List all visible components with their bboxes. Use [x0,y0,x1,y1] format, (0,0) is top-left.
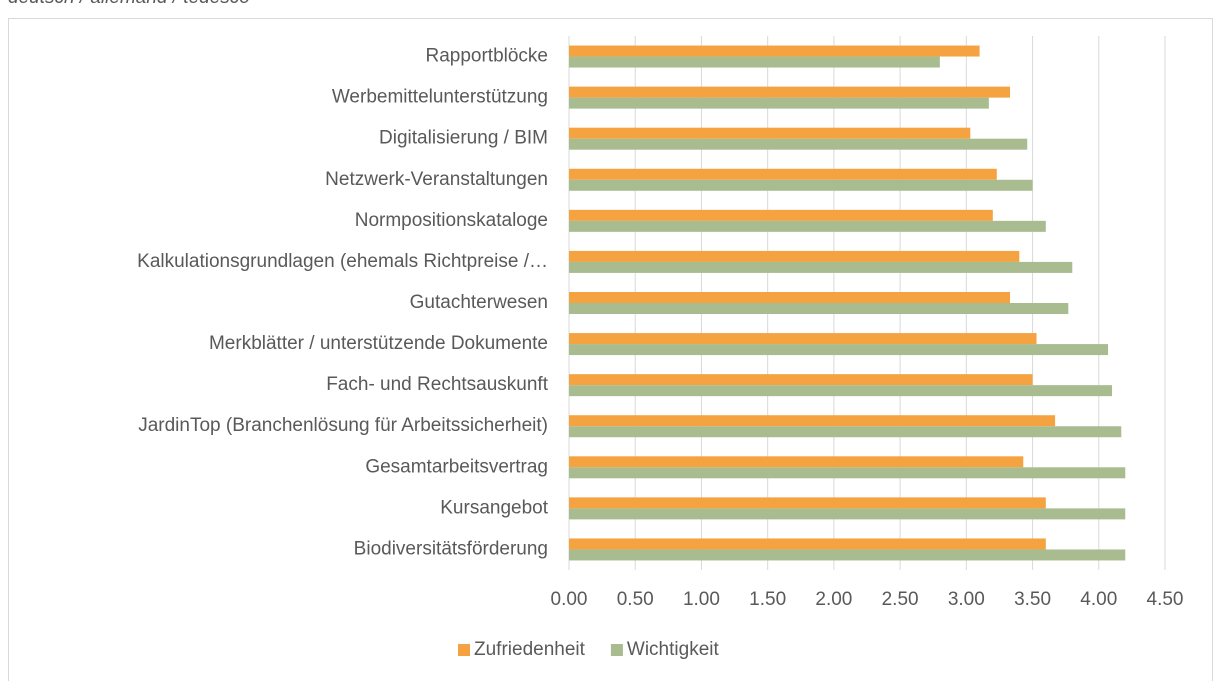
y-tick-label: Biodiversitätsförderung [354,538,548,559]
bar [569,549,1126,561]
chart-subtitle: deutsch / allemand / tedesco [8,0,250,8]
bar [569,456,1024,468]
y-tick-label: Fach- und Rechtsauskunft [326,374,549,395]
bar [569,344,1109,356]
bar [569,467,1126,479]
x-tick-label: 4.00 [1080,589,1117,610]
bar [569,508,1126,520]
y-tick-label: Gesamtarbeitsvertrag [365,456,548,477]
bar [569,138,1028,150]
y-tick-label: Gutachterwesen [410,292,548,313]
legend-label: Zufriedenheit [474,639,586,660]
bar [569,45,980,57]
y-tick-label: JardinTop (Branchenlösung für Arbeitssic… [138,415,548,436]
x-tick-label: 0.00 [551,589,588,610]
bar [569,497,1046,509]
bar [569,220,1046,232]
x-tick-label: 1.50 [749,589,786,610]
bar [569,97,989,109]
bar [569,374,1033,386]
legend-swatch [610,644,623,656]
bar [569,168,997,180]
x-tick-label: 2.00 [815,589,852,610]
y-tick-label: Normpositionskataloge [355,210,548,231]
y-tick-label: Digitalisierung / BIM [379,128,548,149]
bar [569,86,1011,98]
x-tick-label: 3.50 [1014,589,1051,610]
bar [569,385,1113,397]
y-tick-label: Werbemittelunterstützung [332,87,548,108]
bar [569,56,940,68]
bar [569,127,971,139]
x-tick-label: 2.50 [882,589,919,610]
bar [569,209,993,221]
bar [569,261,1073,273]
y-tick-label: Kursangebot [440,497,548,518]
bar [569,292,1011,303]
bar [569,303,1069,314]
x-tick-label: 3.00 [948,589,985,610]
bar [569,333,1037,345]
bar [569,415,1056,427]
bar [569,426,1122,438]
legend-swatch [458,644,470,656]
x-tick-label: 1.00 [683,589,720,610]
y-tick-label: Kalkulationsgrundlagen (ehemals Richtpre… [137,251,548,272]
y-tick-label: Merkblätter / unterstützende Dokumente [209,333,548,354]
x-tick-label: 0.50 [617,589,654,610]
y-tick-label: Netzwerk-Veranstaltungen [325,169,548,190]
bar [569,250,1020,262]
x-tick-label: 4.50 [1147,589,1184,610]
legend-label: Wichtigkeit [627,639,720,660]
bar [569,538,1046,550]
y-tick-label: Rapportblöcke [425,46,548,67]
bar [569,179,1033,191]
